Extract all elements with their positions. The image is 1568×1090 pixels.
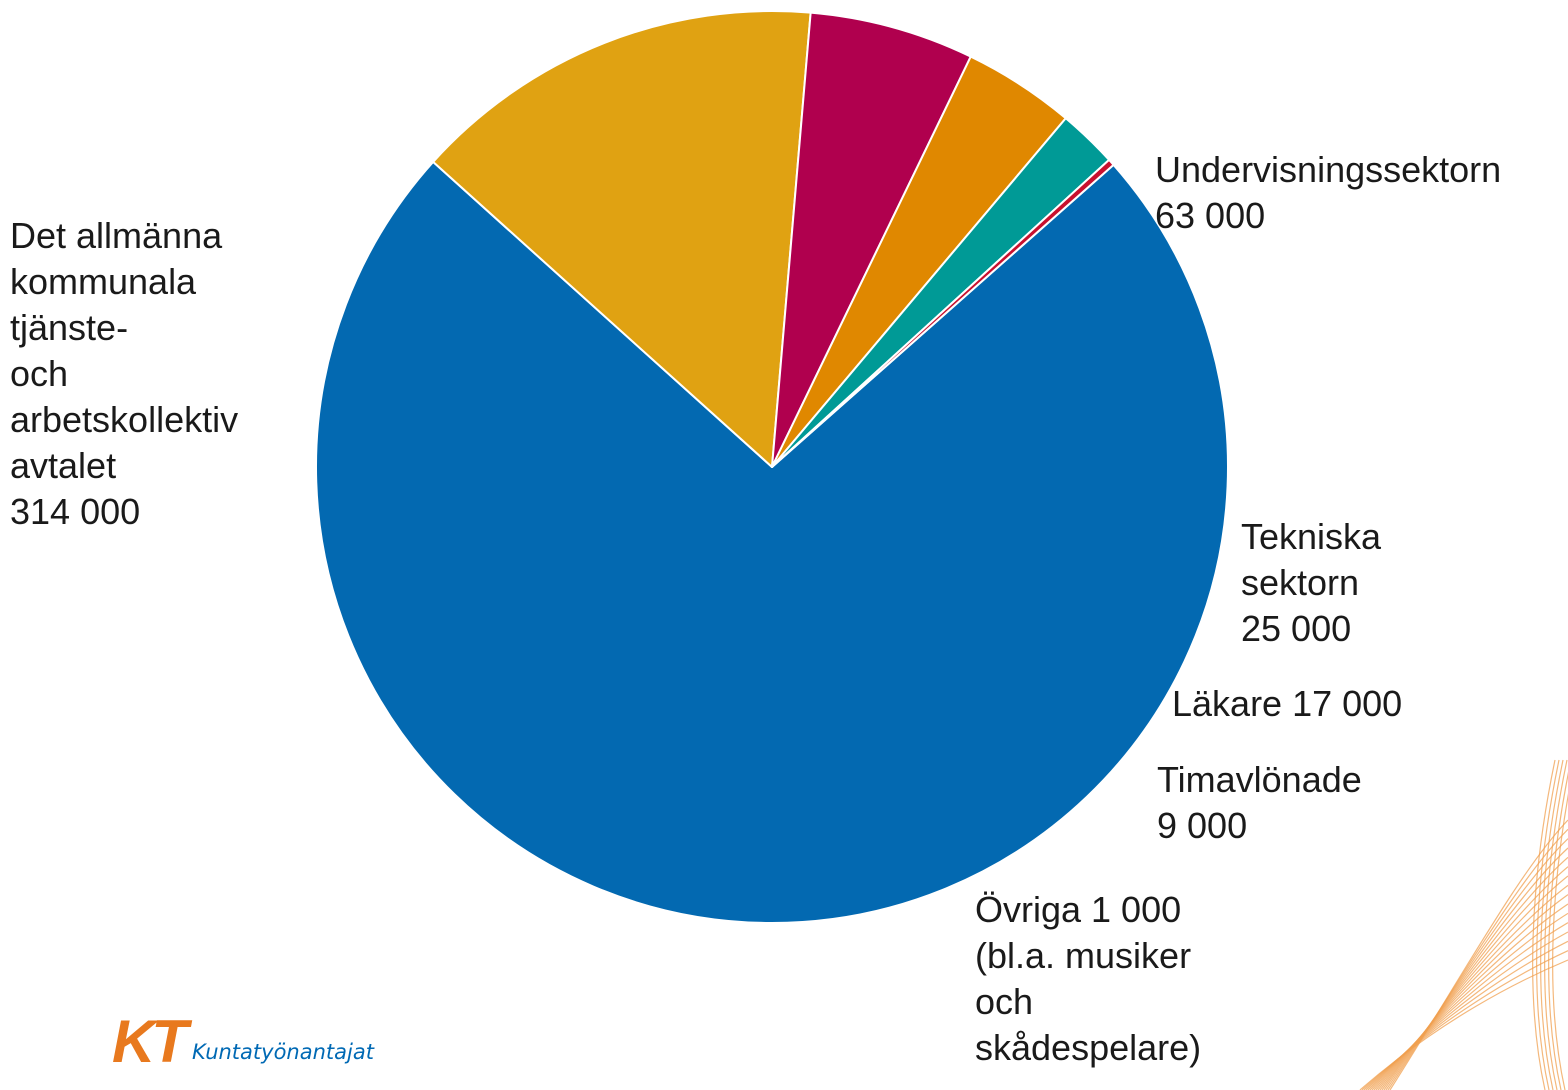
pie-slice-undervisning xyxy=(432,10,812,468)
decorative-line xyxy=(1548,771,1568,1090)
pie-slice-tekniska xyxy=(771,11,972,468)
decorative-line xyxy=(1385,838,1568,1090)
slice-label-allmanna: Det allmänna kommunala tjänste- och arbe… xyxy=(10,215,239,532)
decorative-line xyxy=(1383,847,1568,1090)
decorative-line xyxy=(1544,759,1568,1090)
decorative-line xyxy=(1377,875,1568,1090)
decorative-line xyxy=(1375,884,1568,1090)
kt-logo-mark: KT xyxy=(112,1008,188,1075)
slice-label-lakare: Läkare 17 000 xyxy=(1172,683,1403,724)
pie-slice-allmanna xyxy=(315,160,1229,925)
decorative-line xyxy=(1381,856,1568,1090)
slice-label-undervisning: Undervisningssektorn 63 000 xyxy=(1155,149,1502,236)
decorative-line xyxy=(1373,894,1568,1090)
decorative-lines xyxy=(1359,759,1568,1090)
kt-logo: KT Kuntatyönantajat xyxy=(112,1012,374,1072)
decorative-line xyxy=(1552,793,1568,1090)
decorative-line xyxy=(1536,759,1560,1090)
pie-slice-ovriga xyxy=(771,158,1115,468)
slice-label-timavlonade: Timavlönade 9 000 xyxy=(1157,759,1362,846)
kt-logo-text: Kuntatyönantajat xyxy=(191,1040,374,1064)
decorative-line xyxy=(1532,759,1556,1090)
decorative-line xyxy=(1387,828,1568,1090)
slice-label-ovriga: Övriga 1 000 (bl.a. musiker och skådespe… xyxy=(975,889,1202,1068)
decorative-line xyxy=(1540,759,1564,1090)
slice-label-tekniska: Tekniska sektorn 25 000 xyxy=(1241,516,1382,649)
pie-slices xyxy=(315,10,1229,925)
